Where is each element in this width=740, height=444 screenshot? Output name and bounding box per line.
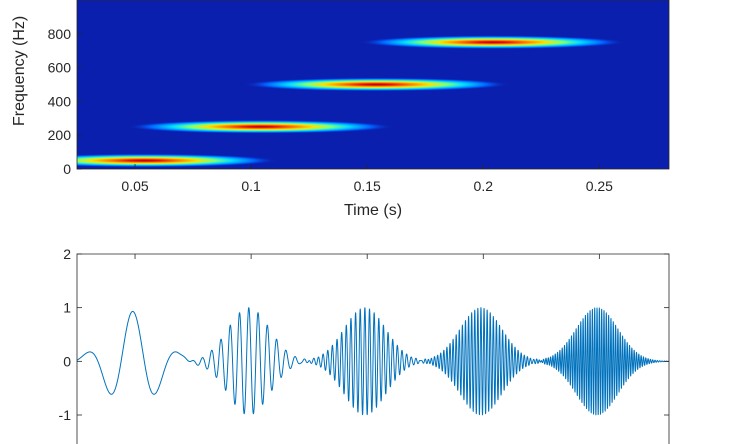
spectrogram-y-tick-label: 0	[63, 161, 71, 177]
spectrogram-x-tick-label: 0.25	[586, 178, 613, 194]
spectrogram-y-tick-label: 800	[48, 26, 72, 42]
spectrogram-x-tick-label: 0.2	[474, 178, 494, 194]
spectrogram-chart: 0.05 0.1 0.15 0.2 0.25 0 200 400 600 800 Time (s…	[11, 0, 670, 219]
spectrogram-x-tick-label: 0.05	[121, 178, 148, 194]
waveform-line	[77, 307, 669, 416]
spectrogram-y-tick-label: 400	[48, 93, 72, 109]
waveform-y-tick-label: 0	[63, 353, 71, 369]
spectrogram-x-tick-label: 0.15	[354, 178, 381, 194]
spectrogram-component	[111, 119, 409, 135]
spectrogram-x-axis-label: Time (s)	[344, 202, 402, 219]
spectrogram-frame	[76, 0, 670, 170]
waveform-frame	[76, 253, 670, 444]
waveform-y-tick-label: -1	[59, 407, 72, 423]
spectrogram-component	[77, 152, 293, 169]
waveform-y-tick-label: 1	[63, 300, 71, 316]
spectrogram-component	[227, 76, 526, 93]
waveform-y-tick-label: 2	[63, 246, 71, 262]
spectrogram-y-axis-label: Frequency (Hz)	[11, 16, 28, 126]
spectrogram-y-tick-label: 600	[48, 60, 72, 76]
spectrogram-component	[343, 34, 642, 50]
spectrogram-x-tick-label: 0.1	[241, 178, 261, 194]
spectrogram-y-tick-label: 200	[48, 127, 72, 143]
waveform-chart: -1 0 1 2	[59, 246, 670, 444]
